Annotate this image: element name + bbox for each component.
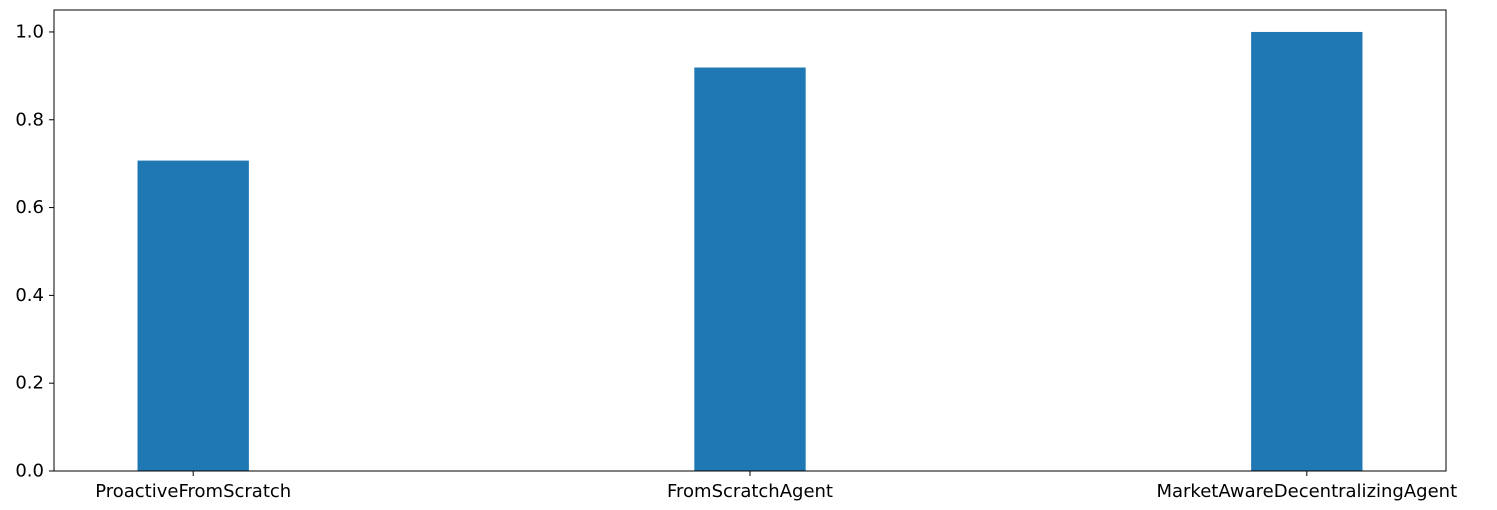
plot-area xyxy=(137,31,1363,472)
bar-fromscratchagent xyxy=(694,67,806,472)
y-tick-label: 1.0 xyxy=(15,21,44,42)
x-axis: ProactiveFromScratch FromScratchAgent Mark… xyxy=(95,471,1457,502)
y-tick-label: 0.4 xyxy=(15,285,44,306)
x-tick-label: ProactiveFromScratch xyxy=(95,481,291,502)
y-tick-label: 0.2 xyxy=(15,373,44,394)
y-tick-label: 0.8 xyxy=(15,109,44,130)
bar-marketawaredecentralizingagent xyxy=(1251,31,1363,471)
bar-proactivefromscratch xyxy=(137,160,249,471)
x-tick-label: FromScratchAgent xyxy=(667,481,833,502)
y-axis: 0.0 0.2 0.4 0.6 0.8 1.0 xyxy=(15,21,54,482)
plot-frame xyxy=(53,9,1447,472)
y-tick-label: 0.0 xyxy=(15,461,44,482)
x-tick-label: MarketAwareDecentralizingAgent xyxy=(1156,481,1457,502)
y-tick-label: 0.6 xyxy=(15,197,44,218)
